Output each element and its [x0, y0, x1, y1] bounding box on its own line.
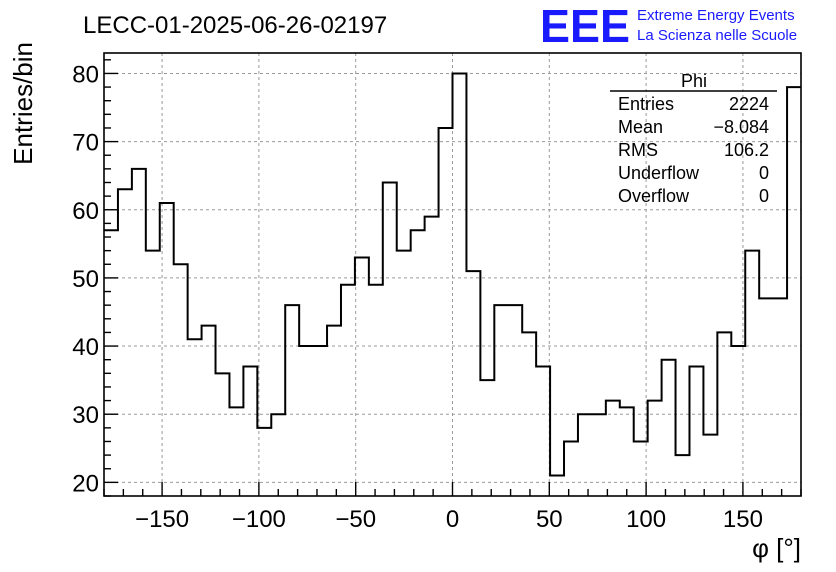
chart-title: LECC-01-2025-06-26-02197 [83, 12, 387, 39]
y-axis: 20 30 40 50 60 70 80 [72, 59, 118, 497]
stats-label: Underflow [618, 163, 700, 183]
eee-logo-line1: Extreme Energy Events [637, 7, 795, 24]
stats-title: Phi [681, 71, 707, 91]
x-tick-label: 0 [446, 506, 459, 533]
y-tick-label: 30 [72, 402, 99, 429]
eee-logo-mark: EEE [540, 0, 630, 52]
y-axis-label: Entries/bin [8, 42, 38, 165]
x-axis: −150 −100 −50 0 50 100 150 [103, 482, 802, 533]
stats-value: 0 [759, 163, 769, 183]
stats-label: Mean [618, 117, 663, 137]
stats-box: Phi Entries 2224 Mean −8.084 RMS 106.2 Underfl… [610, 71, 777, 206]
x-tick-label: −100 [232, 506, 286, 533]
x-tick-label: −150 [135, 506, 189, 533]
histogram-outline [104, 72, 801, 477]
x-tick-label: −50 [335, 506, 376, 533]
stats-label: Entries [618, 94, 674, 114]
x-axis-label: φ [°] [752, 533, 801, 563]
stats-value: −8.084 [713, 117, 769, 137]
y-tick-label: 40 [72, 334, 99, 361]
y-tick-label: 80 [72, 61, 99, 88]
eee-logo: EEE Extreme Energy Events La Scienza nel… [540, 0, 797, 52]
stats-label: Overflow [618, 186, 690, 206]
stats-value: 2224 [729, 94, 769, 114]
x-tick-label: 150 [723, 506, 763, 533]
stats-value: 106.2 [724, 140, 769, 160]
x-tick-label: 100 [626, 506, 666, 533]
y-tick-label: 60 [72, 198, 99, 225]
x-tick-label: 50 [536, 506, 563, 533]
stats-label: RMS [618, 140, 658, 160]
y-tick-label: 50 [72, 266, 99, 293]
y-tick-label: 20 [72, 470, 99, 497]
y-tick-label: 70 [72, 130, 99, 157]
stats-value: 0 [759, 186, 769, 206]
eee-logo-line2: La Scienza nelle Scuole [637, 27, 797, 44]
